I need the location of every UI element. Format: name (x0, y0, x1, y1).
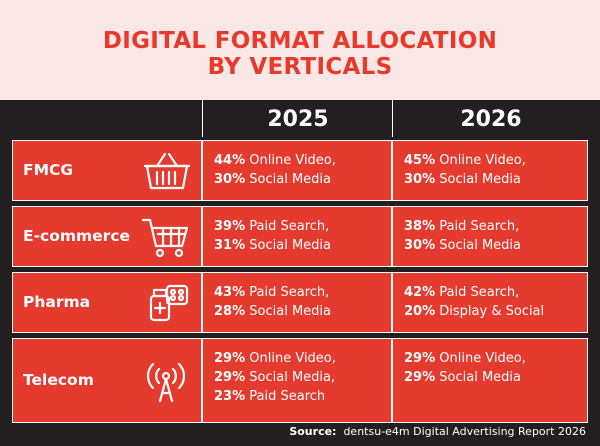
format-label: Social Media (439, 238, 521, 253)
cell-box: 44% Online Video, 30% Social Media (202, 140, 392, 201)
percentage: 43% (214, 285, 246, 300)
icon (141, 360, 191, 408)
cell-line: 42% Paid Search, (404, 283, 544, 302)
source: Source: dentsu-e4m Digital Advertising R… (289, 425, 586, 438)
percentage: 42% (404, 285, 436, 300)
icon (147, 282, 191, 328)
cell-box: 42% Paid Search, 20% Display & Social (392, 272, 588, 333)
row-label-box: FMCG (12, 140, 202, 201)
cell-box: 39% Paid Search, 31% Social Media (202, 206, 392, 267)
format-label: Paid Search, (249, 285, 330, 300)
format-label: Social Media (249, 304, 331, 319)
cell-box: 45% Online Video, 30% Social Media (392, 140, 588, 201)
percentage: 29% (214, 351, 246, 366)
cell-line: 45% Online Video, (404, 151, 526, 170)
column-header: 2026 (460, 107, 522, 132)
cell-line: 43% Paid Search, (214, 283, 331, 302)
format-label: Paid Search (249, 389, 326, 404)
format-label: Social Media (249, 238, 331, 253)
row-label-box: Telecom (12, 338, 202, 423)
format-label: Display & Social (439, 304, 545, 319)
cell-line: 28% Social Media (214, 302, 331, 321)
percentage: 44% (214, 153, 246, 168)
format-label: Social Media (439, 370, 521, 385)
percentage: 20% (404, 304, 436, 319)
cell-box: 38% Paid Search, 30% Social Media (392, 206, 588, 267)
percentage: 45% (404, 153, 436, 168)
row-label-box: Pharma (12, 272, 202, 333)
cell-text: 43% Paid Search, 28% Social Media (214, 283, 331, 321)
source-text: dentsu-e4m Digital Advertising Report 20… (343, 425, 586, 438)
percentage: 31% (214, 238, 246, 253)
source-label: Source: (289, 425, 337, 438)
format-label: Paid Search, (439, 285, 520, 300)
cell-line: 30% Social Media (404, 170, 526, 189)
cell-line: 44% Online Video, (214, 151, 336, 170)
cell-box: 29% Online Video, 29% Social Media, 23% Pa… (202, 338, 392, 423)
cell-text: 45% Online Video, 30% Social Media (404, 151, 526, 189)
percentage: 28% (214, 304, 246, 319)
format-label: Paid Search, (249, 219, 330, 234)
cell-line: 29% Online Video, (214, 349, 336, 368)
title-line: BY VERTICALS (207, 54, 393, 80)
percentage: 23% (214, 389, 246, 404)
cell-text: 42% Paid Search, 20% Display & Social (404, 283, 544, 321)
cell-line: 20% Display & Social (404, 302, 544, 321)
cell-box: 29% Online Video, 29% Social Media (392, 338, 588, 423)
format-label: Online Video, (249, 351, 336, 366)
header-band (0, 0, 600, 100)
cell-text: 39% Paid Search, 31% Social Media (214, 217, 331, 255)
icon (143, 150, 191, 196)
cell-line: 38% Paid Search, (404, 217, 521, 236)
vertical-name: FMCG (23, 160, 74, 179)
cell-box: 43% Paid Search, 28% Social Media (202, 272, 392, 333)
cell-line: 30% Social Media (404, 236, 521, 255)
icon (141, 216, 191, 262)
cell-text: 44% Online Video, 30% Social Media (214, 151, 336, 189)
vertical-name: E-commerce (23, 226, 131, 245)
format-label: Online Video, (249, 153, 336, 168)
format-label: Online Video, (439, 153, 526, 168)
percentage: 29% (214, 370, 246, 385)
cell-line: 30% Social Media (214, 170, 336, 189)
percentage: 38% (404, 219, 436, 234)
vertical-name: Pharma (23, 292, 91, 311)
row-label-box: E-commerce (12, 206, 202, 267)
cell-line: 23% Paid Search (214, 387, 336, 406)
vertical-name: Telecom (23, 370, 94, 389)
cell-line: 31% Social Media (214, 236, 331, 255)
format-label: Social Media, (249, 370, 336, 385)
format-label: Online Video, (439, 351, 526, 366)
cell-line: 39% Paid Search, (214, 217, 331, 236)
cell-text: 29% Online Video, 29% Social Media, 23% Pa… (214, 349, 336, 406)
percentage: 30% (214, 172, 246, 187)
cell-line: 29% Social Media (404, 368, 526, 387)
cell-text: 38% Paid Search, 30% Social Media (404, 217, 521, 255)
format-label: Social Media (439, 172, 521, 187)
title-line: DIGITAL FORMAT ALLOCATION (102, 28, 498, 54)
divider (202, 100, 203, 137)
percentage: 39% (214, 219, 246, 234)
divider (392, 100, 393, 137)
percentage: 30% (404, 172, 436, 187)
percentage: 29% (404, 351, 436, 366)
format-label: Paid Search, (439, 219, 520, 234)
percentage: 29% (404, 370, 436, 385)
cell-text: 29% Online Video, 29% Social Media (404, 349, 526, 387)
percentage: 30% (404, 238, 436, 253)
format-label: Social Media (249, 172, 331, 187)
cell-line: 29% Online Video, (404, 349, 526, 368)
cell-line: 29% Social Media, (214, 368, 336, 387)
column-header: 2025 (267, 107, 329, 132)
